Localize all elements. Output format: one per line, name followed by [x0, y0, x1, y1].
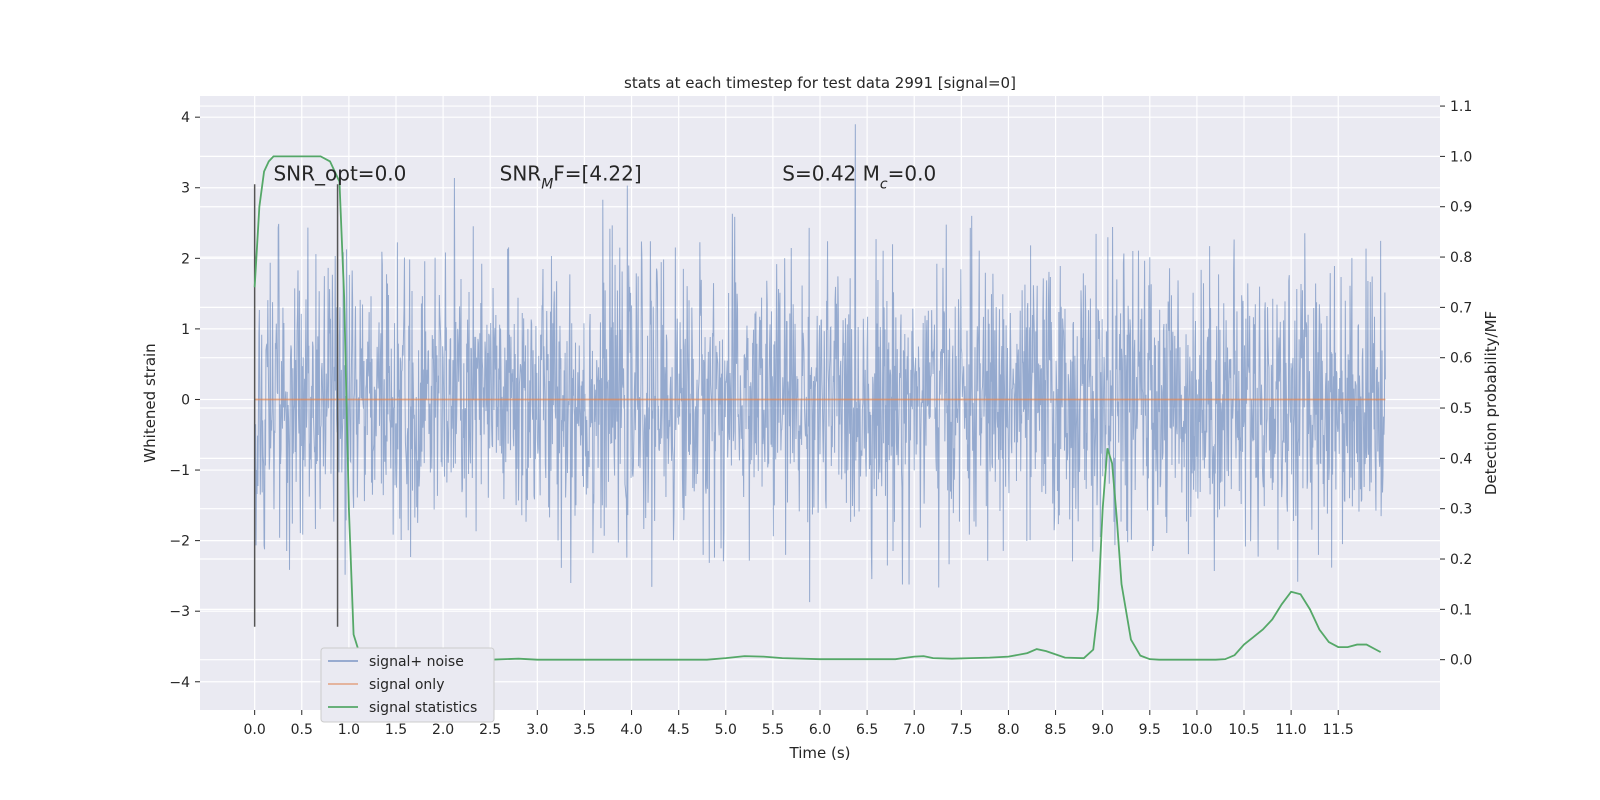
x-tick-label: 9.5 — [1139, 722, 1161, 738]
y-left-tick-label: −2 — [169, 534, 190, 550]
annotations: SNR_opt=0.0 SNRMF=[4.22] S=0.42 Mc=0.0 — [273, 162, 936, 193]
x-tick-label: 1.0 — [338, 722, 360, 738]
series-signal-statistics — [253, 155, 1382, 661]
x-tick-label: 0.5 — [291, 722, 313, 738]
x-tick-label: 10.0 — [1181, 722, 1212, 738]
y-left-tick-label: −1 — [169, 463, 190, 479]
y-right-tick-label: 0.7 — [1450, 300, 1472, 316]
x-tick-label: 10.5 — [1228, 722, 1259, 738]
y-right-tick-label: 1.0 — [1450, 149, 1472, 165]
x-tick-label: 2.0 — [432, 722, 454, 738]
x-tick-label: 7.0 — [903, 722, 925, 738]
y-left-tick-label: 3 — [181, 181, 190, 197]
x-tick-label: 9.0 — [1092, 722, 1114, 738]
y-right-tick-label: 1.1 — [1450, 99, 1472, 115]
y-right-tick-label: 0.8 — [1450, 250, 1472, 266]
legend-label-signal: signal only — [369, 677, 444, 693]
annotation-2: S=0.42 Mc=0.0 — [782, 162, 936, 193]
series-signal-noise — [254, 124, 1386, 603]
x-tick-label: 8.5 — [1044, 722, 1066, 738]
annotation-0: SNR_opt=0.0 — [273, 162, 406, 186]
legend-label-stats: signal statistics — [369, 700, 477, 716]
chart-title: stats at each timestep for test data 299… — [624, 74, 1016, 92]
y-left-tick-label: 2 — [181, 251, 190, 267]
y-right-tick-label: 0.5 — [1450, 401, 1472, 417]
y-right-tick-label: 0.6 — [1450, 351, 1472, 367]
y-right-tick-label: 0.0 — [1450, 653, 1472, 669]
axes: 0.0 0.5 1.0 1.5 2.0 2.5 3.0 3.5 4.0 4.5 5.0 5.5 6.0 6… — [169, 99, 1472, 738]
y-right-tick-label: 0.1 — [1450, 602, 1472, 618]
x-tick-label: 6.0 — [809, 722, 831, 738]
y-left-tick-label: 0 — [181, 392, 190, 408]
legend-box — [320, 647, 495, 723]
x-tick-label: 4.0 — [620, 722, 642, 738]
x-tick-label: 11.0 — [1276, 722, 1307, 738]
x-tick-label: 8.0 — [997, 722, 1019, 738]
legend-label-noise: signal+ noise — [369, 654, 464, 670]
y-left-tick-label: −3 — [169, 604, 190, 620]
x-tick-label: 11.5 — [1323, 722, 1354, 738]
y-left-tick-label: 1 — [181, 322, 190, 338]
annotation-1: SNRMF=[4.22] — [500, 162, 642, 193]
x-tick-label: 1.5 — [385, 722, 407, 738]
y-right-tick-label: 0.2 — [1450, 552, 1472, 568]
y-axis-label-left: Whitened strain — [141, 343, 159, 462]
y-right-tick-label: 0.9 — [1450, 200, 1472, 216]
x-tick-label: 0.0 — [244, 722, 266, 738]
x-tick-label: 6.5 — [856, 722, 878, 738]
y-left-tick-label: −4 — [169, 675, 190, 691]
y-left-tick-label: 4 — [181, 110, 190, 126]
x-tick-label: 5.0 — [715, 722, 737, 738]
y-right-tick-label: 0.3 — [1450, 502, 1472, 518]
y-right-tick-label: 0.4 — [1450, 451, 1472, 467]
x-tick-label: 5.5 — [762, 722, 784, 738]
legend: signal+ noise signal only signal statist… — [320, 647, 495, 723]
x-axis-label: Time (s) — [789, 744, 851, 762]
y-axis-label-right: Detection probability/MF — [1482, 311, 1500, 495]
x-tick-label: 3.0 — [526, 722, 548, 738]
x-tick-label: 3.5 — [573, 722, 595, 738]
x-tick-label: 2.5 — [479, 722, 501, 738]
x-tick-label: 7.5 — [950, 722, 972, 738]
plot-area — [253, 124, 1386, 661]
x-tick-label: 4.5 — [668, 722, 690, 738]
